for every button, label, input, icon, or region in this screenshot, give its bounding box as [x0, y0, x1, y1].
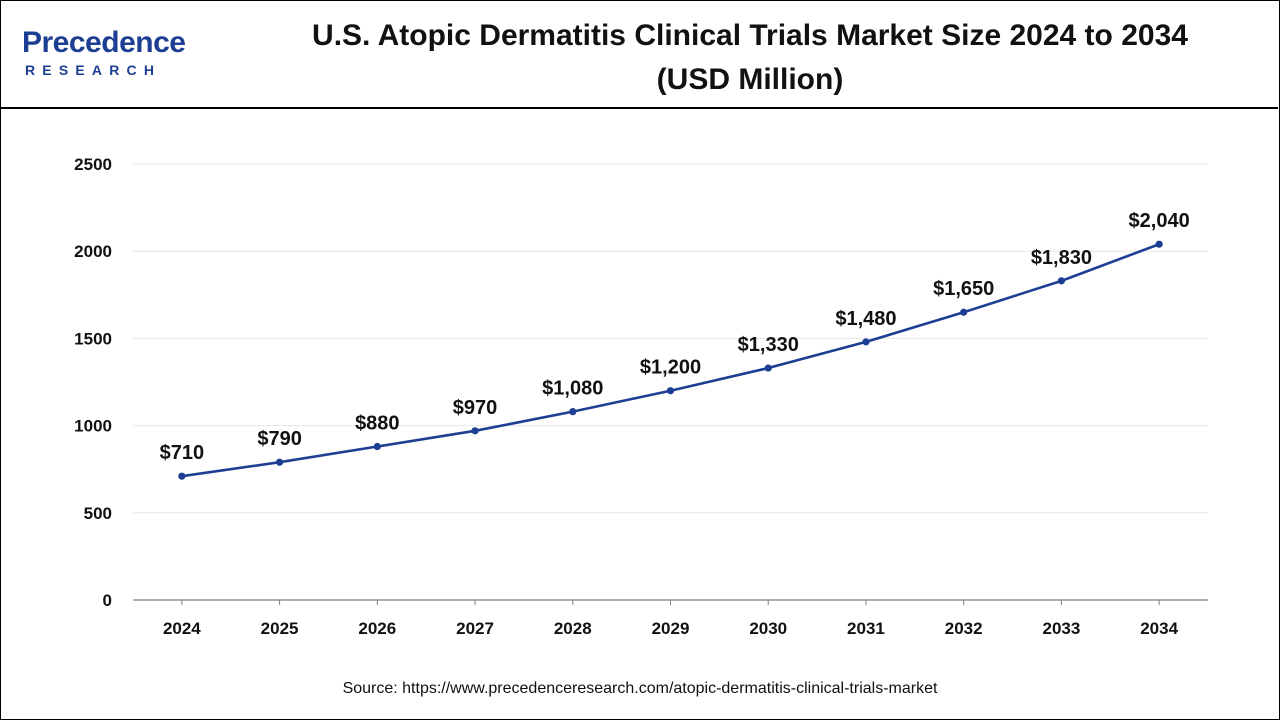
x-tick-label: 2028 — [554, 619, 592, 638]
data-label: $1,480 — [835, 308, 896, 330]
data-point — [862, 338, 870, 346]
data-points — [178, 240, 1163, 480]
data-label: $970 — [453, 397, 498, 419]
data-point — [178, 472, 186, 480]
data-point — [373, 442, 381, 451]
y-tick-label: 2500 — [74, 155, 112, 174]
x-tick-label: 2031 — [847, 619, 885, 638]
title-line-2: (USD Million) — [656, 63, 844, 96]
x-tick-label: 2030 — [749, 619, 787, 638]
data-point — [275, 458, 284, 466]
x-tick-label: 2025 — [261, 619, 299, 638]
x-tick-label: 2029 — [652, 619, 690, 638]
data-labels: $710 $790 $880 $970 $1,080 $1,200 $1,330 $1,480… — [160, 210, 1190, 464]
x-tick-label: 2024 — [163, 619, 201, 638]
tick-labels: 0 500 1000 1500 2000 2500 2024 2025 2026 2027 2028… — [74, 155, 1178, 638]
chart-title: U.S. Atopic Dermatitis Clinical Trials M… — [250, 14, 1250, 102]
data-label: $1,200 — [640, 357, 701, 379]
y-tick-label: 0 — [103, 591, 112, 610]
data-point — [569, 408, 577, 416]
header: Precedence RESEARCH U.S. Atopic Dermatit… — [0, 0, 1278, 109]
data-label: $1,080 — [542, 378, 603, 400]
data-label: $710 — [160, 442, 205, 464]
source-note: Source: https://www.precedenceresearch.c… — [342, 680, 938, 697]
y-tick-label: 1000 — [74, 417, 112, 436]
data-label: $790 — [257, 428, 302, 450]
data-label: $880 — [355, 413, 400, 435]
grid-lines — [133, 163, 1208, 514]
axes — [133, 599, 1208, 605]
x-tick-label: 2026 — [358, 619, 396, 638]
data-point — [1155, 240, 1163, 248]
data-point — [471, 427, 479, 435]
data-label: $1,650 — [933, 278, 994, 300]
logo-text: Precedence — [22, 26, 186, 59]
data-point — [764, 364, 772, 372]
line-chart: 0 500 1000 1500 2000 2500 2024 2025 2026 2027 2028… — [74, 155, 1208, 638]
x-tick-label: 2033 — [1042, 619, 1080, 638]
x-tick-label: 2027 — [456, 619, 494, 638]
data-label: $1,330 — [738, 334, 799, 356]
data-point — [1057, 277, 1066, 285]
y-tick-label: 2000 — [74, 242, 112, 261]
data-label: $2,040 — [1129, 210, 1190, 232]
logo-subtext: RESEARCH — [25, 62, 162, 78]
y-tick-label: 500 — [84, 504, 112, 523]
x-tick-label: 2034 — [1140, 619, 1178, 638]
data-label: $1,830 — [1031, 247, 1092, 269]
y-tick-label: 1500 — [74, 329, 112, 348]
title-line-1: U.S. Atopic Dermatitis Clinical Trials M… — [312, 19, 1188, 52]
data-point — [960, 308, 968, 316]
x-tick-label: 2032 — [945, 619, 983, 638]
data-point — [666, 387, 675, 395]
brand-logo: Precedence RESEARCH — [22, 26, 222, 86]
